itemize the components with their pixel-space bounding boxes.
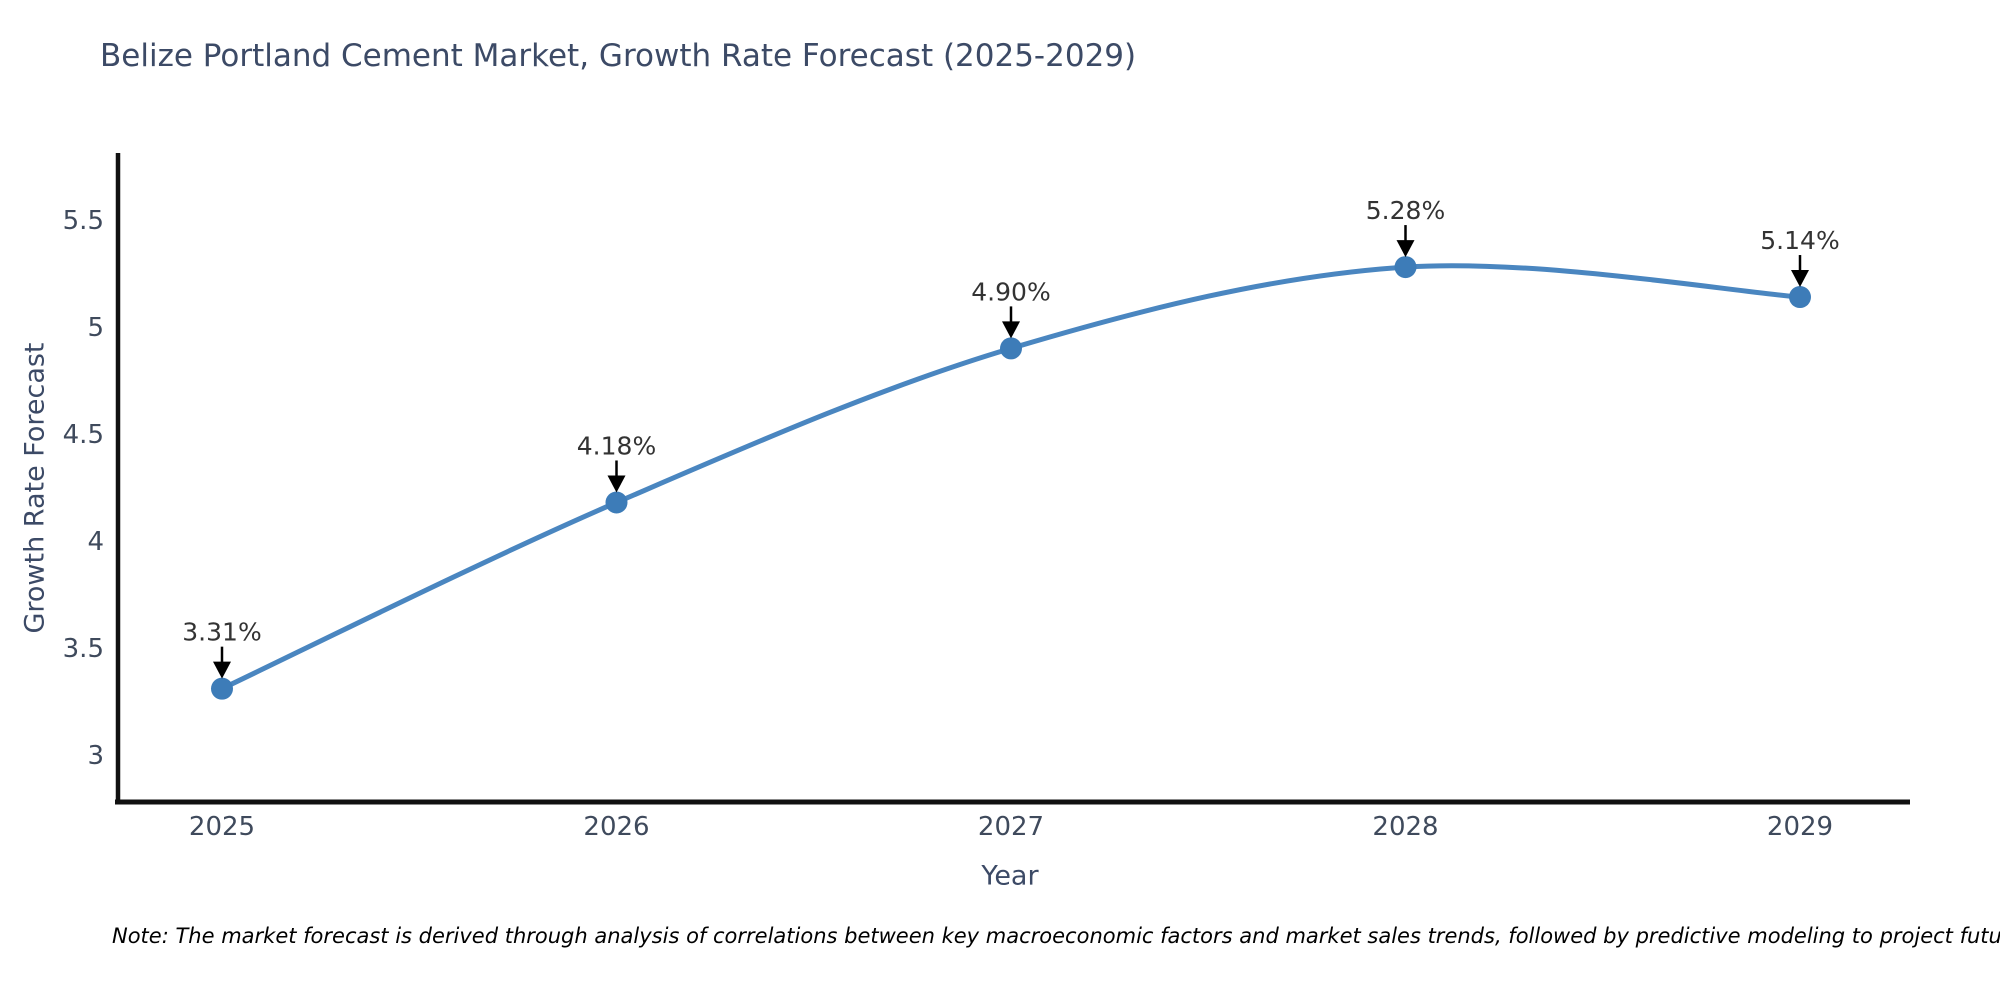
data-point-marker — [1000, 337, 1022, 360]
data-point-label: 5.14% — [1760, 226, 1839, 255]
data-point-label: 4.18% — [577, 431, 656, 460]
annotation-arrow-head — [213, 661, 231, 679]
x-axis-label: Year — [981, 860, 1039, 892]
y-tick-label: 3 — [87, 741, 104, 771]
annotation-arrow-head — [1002, 321, 1020, 339]
data-point-label: 5.28% — [1366, 196, 1445, 225]
x-tick-label: 2026 — [583, 812, 649, 842]
x-tick-label: 2028 — [1372, 812, 1438, 842]
annotation-arrow-head — [1791, 270, 1809, 288]
annotation-arrow-head — [1396, 240, 1415, 258]
y-tick-label: 4.5 — [63, 420, 104, 450]
data-point-marker — [1394, 256, 1417, 279]
annotation-arrow-head — [607, 475, 626, 493]
x-tick-label: 2027 — [978, 812, 1044, 842]
data-point-marker — [605, 491, 628, 514]
data-point-label: 3.31% — [182, 618, 261, 647]
data-point-label: 4.90% — [971, 277, 1050, 306]
chart-title: Belize Portland Cement Market, Growth Ra… — [100, 38, 1137, 74]
x-tick-label: 2025 — [189, 812, 255, 842]
y-tick-label: 5.5 — [63, 206, 104, 236]
y-axis-label: Growth Rate Forecast — [19, 342, 51, 634]
data-point-marker — [211, 677, 233, 700]
x-tick-label: 2029 — [1767, 812, 1833, 842]
y-tick-label: 5 — [87, 313, 104, 343]
footnote: Note: The market forecast is derived thr… — [112, 924, 2000, 948]
y-tick-label: 4 — [87, 527, 104, 557]
y-tick-label: 3.5 — [63, 634, 104, 664]
data-point-marker — [1789, 286, 1811, 309]
